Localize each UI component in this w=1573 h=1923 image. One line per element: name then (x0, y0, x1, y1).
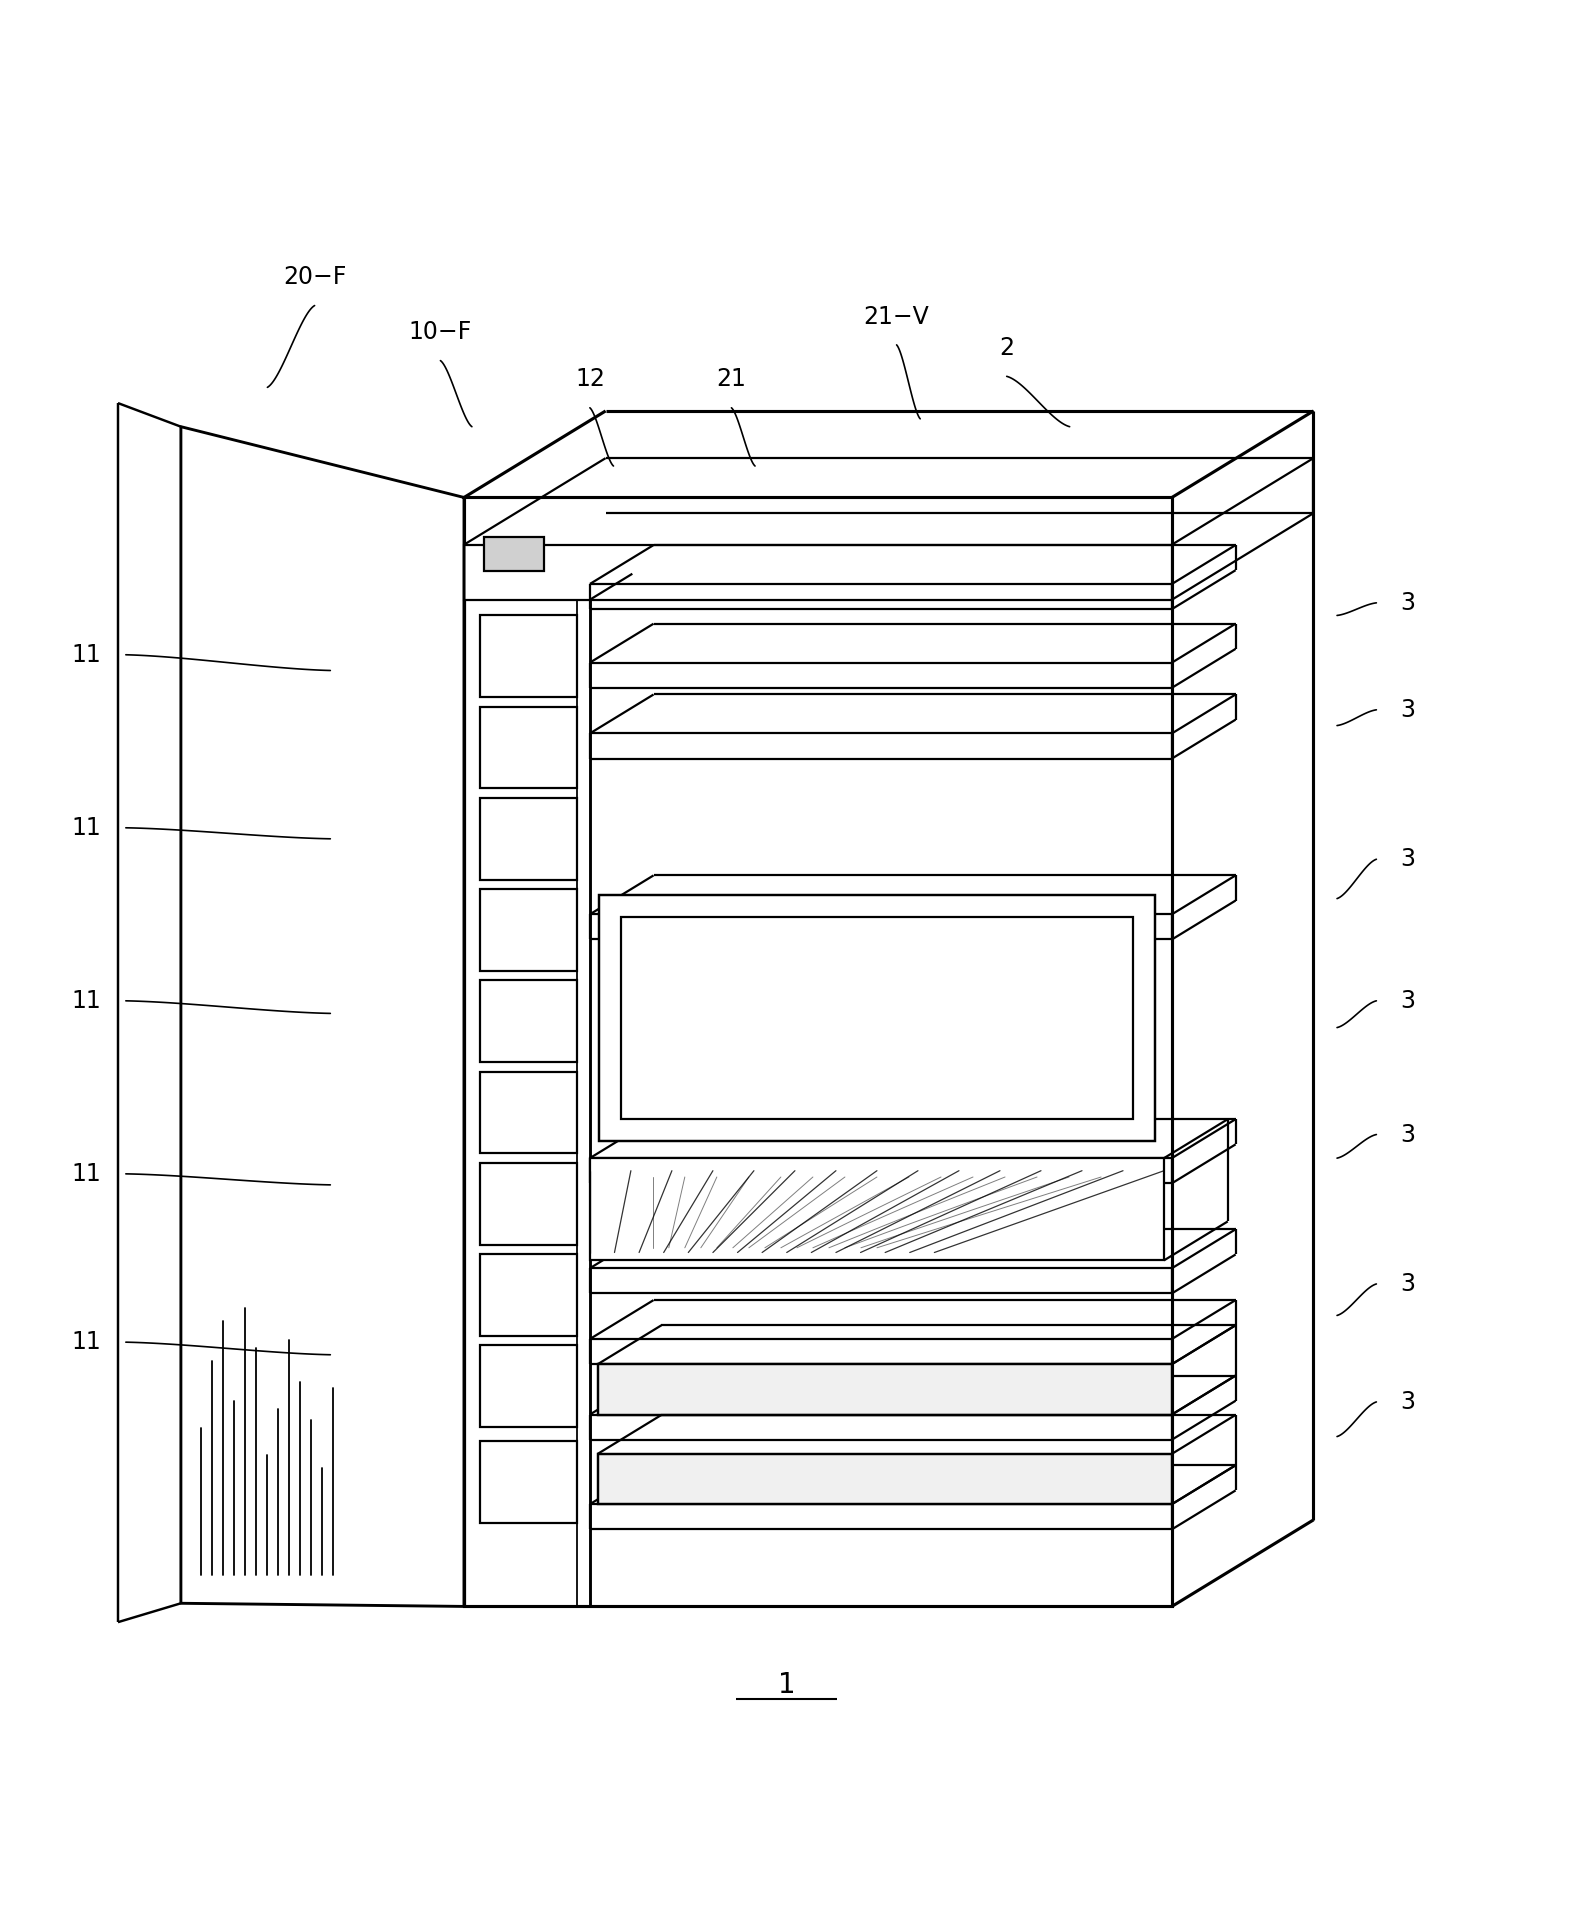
Text: 3: 3 (1400, 1390, 1416, 1413)
Bar (480, 1163, 577, 1244)
Bar (480, 888, 577, 971)
Text: 3: 3 (1400, 988, 1416, 1013)
Text: 3: 3 (1400, 848, 1416, 871)
Text: 3: 3 (1400, 1123, 1416, 1146)
Text: 3: 3 (1400, 590, 1416, 615)
Bar (590, 1158, 1164, 1260)
Text: 11: 11 (72, 1331, 101, 1354)
Bar (598, 1454, 1172, 1504)
Text: 21: 21 (717, 367, 746, 392)
Text: 11: 11 (72, 815, 101, 840)
Bar (598, 1363, 1172, 1415)
Text: 11: 11 (72, 1161, 101, 1186)
Bar (621, 917, 1133, 1119)
Bar (480, 981, 577, 1061)
Bar (484, 537, 544, 571)
Bar (599, 896, 1155, 1140)
Bar (480, 798, 577, 879)
Text: 1: 1 (777, 1671, 796, 1700)
Bar (480, 706, 577, 788)
Bar (480, 1440, 577, 1523)
Text: 20−F: 20−F (283, 265, 346, 288)
Text: 21−V: 21−V (864, 304, 930, 329)
Text: 11: 11 (72, 642, 101, 667)
Bar (480, 615, 577, 698)
Bar (480, 1254, 577, 1336)
Text: 2: 2 (999, 337, 1015, 360)
Bar (480, 1071, 577, 1154)
Text: 3: 3 (1400, 1271, 1416, 1296)
Text: 3: 3 (1400, 698, 1416, 721)
Bar (464, 498, 1172, 1606)
Text: 11: 11 (72, 988, 101, 1013)
Bar (480, 1346, 577, 1427)
Text: 12: 12 (576, 367, 604, 392)
Bar (464, 544, 1172, 600)
Text: 10−F: 10−F (409, 321, 472, 344)
